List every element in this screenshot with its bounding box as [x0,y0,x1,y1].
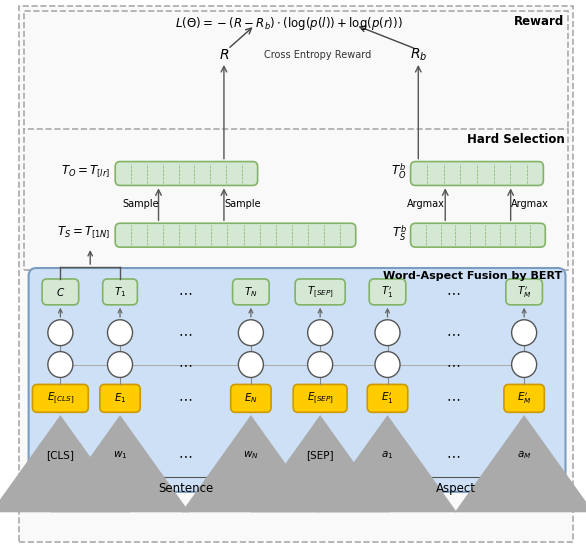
Circle shape [48,320,73,346]
Text: $T_S^b$: $T_S^b$ [392,224,407,243]
Text: Cross Entropy Reward: Cross Entropy Reward [264,50,371,60]
Text: $\cdots$: $\cdots$ [178,285,193,299]
Circle shape [239,320,263,346]
Circle shape [239,352,263,378]
Text: $a_1$: $a_1$ [381,449,394,461]
Text: $T_N$: $T_N$ [244,285,258,299]
Text: $E_M'$: $E_M'$ [517,391,532,406]
Text: $\cdots$: $\cdots$ [446,326,460,340]
Text: $T_1'$: $T_1'$ [381,284,394,300]
Circle shape [512,352,537,378]
Text: Sample: Sample [224,199,261,209]
Text: $a_M$: $a_M$ [517,449,532,461]
Text: Word-Aspect Fusion by BERT: Word-Aspect Fusion by BERT [383,271,563,281]
Text: $T_M'$: $T_M'$ [517,284,532,300]
Text: $\cdots$: $\cdots$ [446,357,460,372]
FancyBboxPatch shape [301,443,339,467]
Circle shape [375,320,400,346]
Text: $\cdots$: $\cdots$ [446,448,460,462]
FancyBboxPatch shape [231,385,271,412]
FancyBboxPatch shape [233,279,269,305]
Text: $R$: $R$ [219,48,229,62]
Circle shape [512,320,537,346]
Text: $T_S=T_{[1N]}$: $T_S=T_{[1N]}$ [57,225,110,241]
Text: $w_1$: $w_1$ [113,449,127,461]
Text: [CLS]: [CLS] [46,450,74,460]
Circle shape [308,352,333,378]
FancyBboxPatch shape [100,385,140,412]
Text: $T_{[SEP]}$: $T_{[SEP]}$ [306,284,333,300]
Circle shape [48,352,73,378]
Text: $\cdots$: $\cdots$ [178,326,193,340]
Text: Sentence: Sentence [158,482,213,495]
Circle shape [107,320,132,346]
Text: $T_1$: $T_1$ [114,285,126,299]
Bar [24,12,568,131]
Text: $\cdots$: $\cdots$ [446,391,460,406]
FancyBboxPatch shape [115,162,258,185]
FancyBboxPatch shape [411,223,546,247]
FancyBboxPatch shape [293,385,347,412]
FancyBboxPatch shape [504,385,544,412]
Bar [24,129,568,270]
Text: Argmax: Argmax [407,199,445,209]
FancyBboxPatch shape [104,443,137,467]
Text: $E_{[SEP]}$: $E_{[SEP]}$ [306,390,334,406]
FancyBboxPatch shape [234,443,267,467]
FancyBboxPatch shape [369,279,406,305]
Text: $E_N$: $E_N$ [244,391,258,406]
FancyBboxPatch shape [509,443,540,467]
Text: $E_1$: $E_1$ [114,391,127,406]
FancyBboxPatch shape [372,443,403,467]
FancyBboxPatch shape [295,279,345,305]
Text: $C$: $C$ [56,286,65,298]
FancyBboxPatch shape [32,385,88,412]
Text: Reward: Reward [515,15,564,28]
Text: $E_1'$: $E_1'$ [381,391,394,406]
Text: $\cdots$: $\cdots$ [178,391,193,406]
Text: $E_{[CLS]}$: $E_{[CLS]}$ [47,390,74,406]
Text: Aspect: Aspect [436,482,476,495]
Text: $\cdots$: $\cdots$ [178,357,193,372]
Text: $L(\Theta) = -(R - R_b) \cdot (\log(p(l)) + \log(p(r)))$: $L(\Theta) = -(R - R_b) \cdot (\log(p(l)… [175,15,402,32]
Text: $T_O^b$: $T_O^b$ [391,162,407,181]
Circle shape [375,352,400,378]
Text: $w_N$: $w_N$ [243,449,259,461]
FancyBboxPatch shape [411,162,543,185]
Text: $T_O=T_{[lr]}$: $T_O=T_{[lr]}$ [62,163,110,180]
Text: $\cdots$: $\cdots$ [446,285,460,299]
FancyBboxPatch shape [506,279,543,305]
Text: Sample: Sample [122,199,158,209]
FancyBboxPatch shape [367,385,408,412]
Text: $R_b$: $R_b$ [410,47,427,64]
FancyBboxPatch shape [103,279,137,305]
Circle shape [107,352,132,378]
FancyBboxPatch shape [29,268,565,492]
Text: Hard Selection: Hard Selection [467,133,564,146]
Text: $\cdots$: $\cdots$ [178,448,193,462]
FancyBboxPatch shape [42,279,79,305]
Text: [SEP]: [SEP] [306,450,334,460]
Text: Argmax: Argmax [510,199,548,209]
FancyBboxPatch shape [39,443,81,467]
Circle shape [308,320,333,346]
FancyBboxPatch shape [115,223,356,247]
